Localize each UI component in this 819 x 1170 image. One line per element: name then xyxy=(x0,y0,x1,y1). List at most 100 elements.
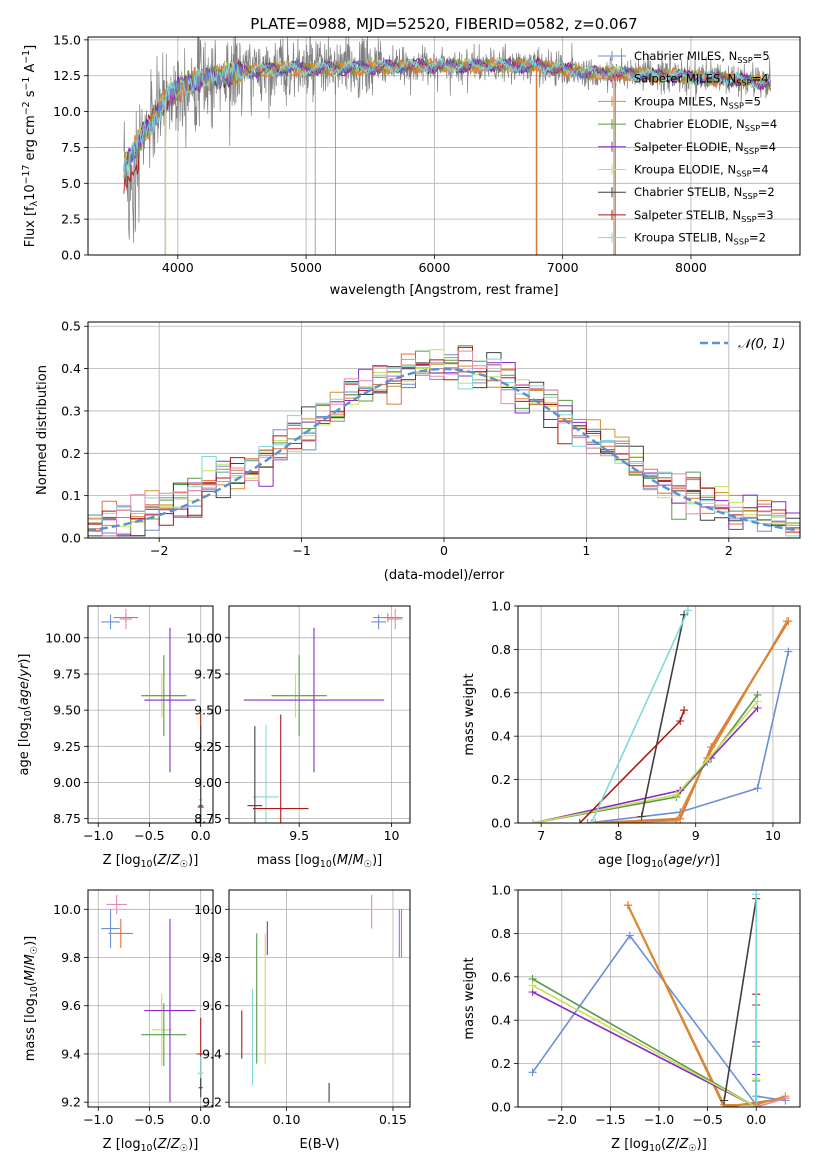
y-tick-label: 15.0 xyxy=(53,32,81,47)
x-tick-label: 0.15 xyxy=(379,1112,407,1127)
mass_weight_vs_age-plot-area xyxy=(529,606,793,823)
spectrum-model-chabrier_miles xyxy=(123,57,771,175)
y-tick-label: 10.0 xyxy=(53,104,81,119)
axes-frame xyxy=(87,889,214,1108)
y-tick-label: 0.8 xyxy=(491,642,511,657)
series-marker-chabrier_miles xyxy=(528,1068,537,1077)
y-tick-label: 0.5 xyxy=(61,319,81,334)
series-line-salpeter_elodie xyxy=(532,991,757,1107)
x-axis-label: (data-model)/error xyxy=(384,568,505,583)
axes-frame xyxy=(228,605,411,824)
axes-frame xyxy=(87,36,801,256)
age_vs_Z-plot-area xyxy=(101,608,204,823)
y-tick-label: 0.2 xyxy=(61,446,81,461)
spectrum-model-kroupa_stelib xyxy=(123,57,771,179)
y-axis-label: age [log10(age/yr)] xyxy=(17,653,34,775)
y-tick-label: 10.00 xyxy=(45,630,81,645)
axes-frame xyxy=(87,605,214,824)
series-marker-pink xyxy=(781,1094,790,1103)
mass_vs_Z-chart: −1.0 −0.5 0.0 9.2 9.4 9.6 9.8 10.0 Z [log10(Z/Z☉… xyxy=(23,889,214,1154)
y-tick-label: 0.0 xyxy=(61,248,81,263)
y-tick-label: 7.5 xyxy=(61,140,81,155)
x-axis-label: age [log10(age/yr)] xyxy=(598,853,720,870)
mass_weight_vs_age-chart: 7 8 9 10 0.0 0.2 0.4 0.6 0.8 1.0 age [log10(age/yr… xyxy=(462,599,801,870)
x-tick-label: 0.0 xyxy=(191,828,211,843)
legend-entry: Chabrier MILES, NSSP=5 xyxy=(634,49,770,65)
y-tick-label: 0.4 xyxy=(491,729,511,744)
y-tick-label: 9.2 xyxy=(202,1095,222,1110)
x-tick-label: 1 xyxy=(582,543,590,558)
spectrum-chart: PLATE=0988, MJD=52520, FIBERID=0582, z=0… xyxy=(21,15,801,298)
age_vs_mass-plot-area xyxy=(243,608,403,823)
y-axis-label: mass weight xyxy=(462,957,477,1039)
x-axis-label: Z [log10(Z/Z☉)] xyxy=(103,853,199,870)
series-marker-kroupa_stelib xyxy=(683,606,692,615)
series-line-salpeter_miles xyxy=(595,620,790,823)
series-line-kroupa_elodie xyxy=(532,984,757,1107)
y-tick-label: 0.3 xyxy=(61,403,81,418)
histogram-kroupa_stelib xyxy=(88,358,800,537)
x-tick-label: −0.5 xyxy=(134,828,164,843)
y-tick-label: 8.75 xyxy=(194,811,222,826)
series-marker-kroupa_miles xyxy=(782,617,791,626)
series-marker-chabrier_miles xyxy=(625,931,634,940)
series-marker-salpeter_miles xyxy=(591,819,600,823)
series-marker-salpeter_stelib xyxy=(680,706,689,715)
x-tick-label: −1 xyxy=(292,543,310,558)
x-tick-label: 8 xyxy=(614,828,622,843)
series-marker-chabrier_miles xyxy=(784,647,793,656)
series-line-chabrier_elodie xyxy=(532,978,757,1107)
residuals-plot-area xyxy=(88,345,800,537)
x-tick-label: −1.0 xyxy=(83,828,113,843)
x-tick-label: −1.0 xyxy=(83,1112,113,1127)
y-tick-label: 0.8 xyxy=(491,926,511,941)
axes-frame xyxy=(228,889,411,1108)
spectrum-model-chabrier_elodie xyxy=(123,56,771,171)
axes-frame xyxy=(517,605,801,824)
y-tick-label: 2.5 xyxy=(61,212,81,227)
y-tick-label: 9.25 xyxy=(53,739,81,754)
y-tick-label: 9.75 xyxy=(53,666,81,681)
y-tick-label: 9.8 xyxy=(202,950,222,965)
series-marker-chabrier_stelib xyxy=(720,1096,729,1105)
y-tick-label: 0.0 xyxy=(491,816,511,831)
y-tick-label: 9.00 xyxy=(194,775,222,790)
y-axis-label: mass [log10(M/M☉)] xyxy=(23,936,40,1062)
legend-entry: Chabrier STELIB, NSSP=2 xyxy=(634,185,775,201)
x-tick-label: 7 xyxy=(537,828,545,843)
y-tick-label: 0.0 xyxy=(61,531,81,546)
x-tick-label: −0.5 xyxy=(692,1112,722,1127)
y-tick-label: 5.0 xyxy=(61,176,81,191)
mass_weight_vs_Z-plot-area xyxy=(528,890,790,1107)
series-marker-chabrier_miles xyxy=(753,784,762,793)
mass_weight_vs_Z-chart: −2.0 −1.5 −1.0 −0.5 0.0 0.0 0.2 0.4 0.6 0.8 1.0 Z [… xyxy=(462,883,801,1154)
x-tick-label: −1.0 xyxy=(644,1112,674,1127)
series-line-chabrier_stelib xyxy=(723,898,757,1101)
legend-entry: Chabrier ELODIE, NSSP=4 xyxy=(634,117,777,133)
series-line-chabrier_stelib xyxy=(640,614,685,817)
y-tick-label: 9.6 xyxy=(202,998,222,1013)
residuals-chart: (data-model)/error Normed distribution −2 −… xyxy=(35,319,801,583)
series-marker-kroupa_elodie xyxy=(528,981,537,990)
y-tick-label: 0.2 xyxy=(491,772,511,787)
y-tick-label: 0.4 xyxy=(61,361,81,376)
y-tick-label: 9.00 xyxy=(53,775,81,790)
y-tick-label: 8.75 xyxy=(53,811,81,826)
x-tick-label: −2 xyxy=(150,543,168,558)
series-marker-kroupa_elodie xyxy=(529,819,538,823)
age_vs_Z-chart: −1.0 −0.5 0.0 8.75 9.00 9.25 9.50 9.75 10.00 Z [l… xyxy=(17,605,214,870)
series-marker-pink xyxy=(752,1103,761,1107)
x-tick-label: 0.0 xyxy=(191,1112,211,1127)
y-tick-label: 9.2 xyxy=(61,1095,81,1110)
spectrum-legend: Chabrier MILES, NSSP=5 Salpeter MILES, NS… xyxy=(598,49,777,247)
series-marker-kroupa_stelib xyxy=(587,819,596,823)
y-axis-label: Normed distribution xyxy=(35,365,50,495)
spectrum-plot-area xyxy=(123,37,772,255)
series-line-kroupa_miles xyxy=(627,904,786,1106)
series-marker-kroupa_elodie xyxy=(753,697,762,706)
mass_vs_Z-plot-area xyxy=(101,894,205,1103)
y-tick-label: 1.0 xyxy=(491,883,511,898)
series-marker-salpeter_stelib xyxy=(676,717,685,726)
chart-title: PLATE=0988, MJD=52520, FIBERID=0582, z=0… xyxy=(250,15,637,33)
x-tick-label: 4000 xyxy=(162,260,194,275)
